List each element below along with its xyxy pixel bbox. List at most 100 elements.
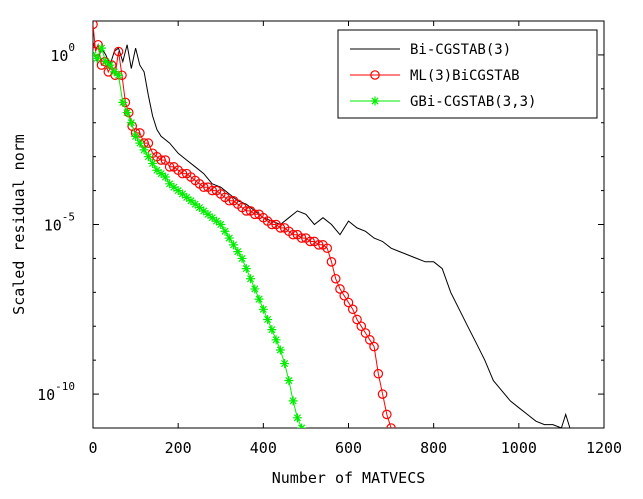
data-point xyxy=(288,229,298,240)
y-tick-base: 10 xyxy=(37,386,55,404)
data-point xyxy=(250,284,260,294)
data-point xyxy=(177,168,188,179)
data-point xyxy=(93,53,102,63)
data-point xyxy=(284,376,294,386)
x-tick-label: 1200 xyxy=(586,439,622,457)
data-point xyxy=(118,97,128,107)
legend-entry: Bi-CGSTAB(3) xyxy=(350,42,511,58)
legend-box xyxy=(337,29,598,119)
data-point xyxy=(152,165,162,175)
legend-marker xyxy=(370,96,380,106)
data-point xyxy=(339,290,350,301)
data-point xyxy=(190,199,200,209)
data-point xyxy=(139,145,149,155)
data-point xyxy=(267,219,277,230)
data-point xyxy=(173,186,183,196)
data-point xyxy=(352,314,362,325)
legend-entries: Bi-CGSTAB(3) ML(3)BiCGSTAB GBi-CGSTAB(3,3) xyxy=(350,42,536,110)
y-tick-exponent: -10 xyxy=(55,380,75,393)
series-2 xyxy=(93,43,307,428)
data-point xyxy=(220,226,230,236)
data-point xyxy=(97,43,107,53)
data-point xyxy=(246,274,256,284)
x-axis-title: Number of MATVECS xyxy=(272,469,426,487)
data-point xyxy=(199,206,209,216)
legend-entry: GBi-CGSTAB(3,3) xyxy=(350,94,536,110)
data-point xyxy=(373,368,384,379)
series-1 xyxy=(93,21,396,428)
legend: Bi-CGSTAB(3) ML(3)BiCGSTAB GBi-CGSTAB(3,3) xyxy=(337,29,598,119)
data-point xyxy=(356,321,367,332)
data-point xyxy=(233,247,243,257)
x-tick-label: 200 xyxy=(165,439,192,457)
data-point xyxy=(288,396,298,406)
data-point xyxy=(258,304,268,314)
data-point xyxy=(326,257,337,267)
data-point xyxy=(271,335,281,345)
data-point xyxy=(165,179,175,189)
data-point xyxy=(263,314,273,324)
data-point xyxy=(275,345,285,355)
series-0 xyxy=(93,44,571,428)
legend-label: Bi-CGSTAB(3) xyxy=(410,42,511,58)
series-line xyxy=(93,44,571,428)
series-line xyxy=(93,46,303,428)
y-tick-exponent: 0 xyxy=(68,41,75,54)
data-point xyxy=(182,192,192,202)
data-point xyxy=(297,423,307,428)
data-point xyxy=(343,297,354,308)
data-point xyxy=(156,155,166,165)
data-point xyxy=(160,155,171,165)
data-point xyxy=(186,196,196,206)
data-point xyxy=(93,21,98,30)
data-point xyxy=(229,240,239,250)
y-tick-base: 10 xyxy=(44,217,62,235)
y-tick-label: 10-10 xyxy=(37,380,75,404)
data-point xyxy=(360,328,371,338)
data-point xyxy=(347,304,358,315)
y-tick-base: 10 xyxy=(50,47,68,65)
data-point xyxy=(93,39,103,50)
legend-marker xyxy=(370,70,380,80)
data-point xyxy=(207,213,217,223)
data-point xyxy=(267,325,277,335)
data-point xyxy=(322,243,333,254)
legend-label: GBi-CGSTAB(3,3) xyxy=(410,94,536,110)
legend-entry: ML(3)BiCGSTAB xyxy=(350,68,520,84)
x-tick-label: 1000 xyxy=(501,439,537,457)
data-point xyxy=(207,185,218,196)
data-point xyxy=(122,108,132,118)
data-point xyxy=(386,423,396,428)
data-point xyxy=(156,169,166,179)
data-point xyxy=(143,152,153,162)
y-tick-label: 10-5 xyxy=(44,211,75,235)
series-layer xyxy=(93,21,571,428)
data-point xyxy=(250,209,260,220)
data-point xyxy=(177,189,187,199)
data-point xyxy=(330,273,341,284)
data-point xyxy=(126,118,136,128)
data-point xyxy=(135,138,145,148)
data-point xyxy=(335,284,345,294)
data-point xyxy=(101,57,111,67)
data-point xyxy=(241,264,251,274)
data-point xyxy=(292,413,302,423)
data-point xyxy=(148,158,158,168)
data-point xyxy=(382,409,392,420)
x-tick-label: 0 xyxy=(88,439,97,457)
data-point xyxy=(369,341,379,352)
y-tick-label: 100 xyxy=(50,41,75,65)
data-point xyxy=(113,46,124,57)
data-point xyxy=(114,70,124,80)
x-tick-label: 600 xyxy=(335,439,362,457)
data-point xyxy=(194,203,204,213)
data-point xyxy=(160,172,170,182)
data-point xyxy=(364,335,375,345)
data-point xyxy=(169,182,179,192)
data-point xyxy=(198,182,209,192)
data-point xyxy=(109,67,119,77)
data-point xyxy=(296,233,307,243)
x-tick-label: 800 xyxy=(420,439,447,457)
